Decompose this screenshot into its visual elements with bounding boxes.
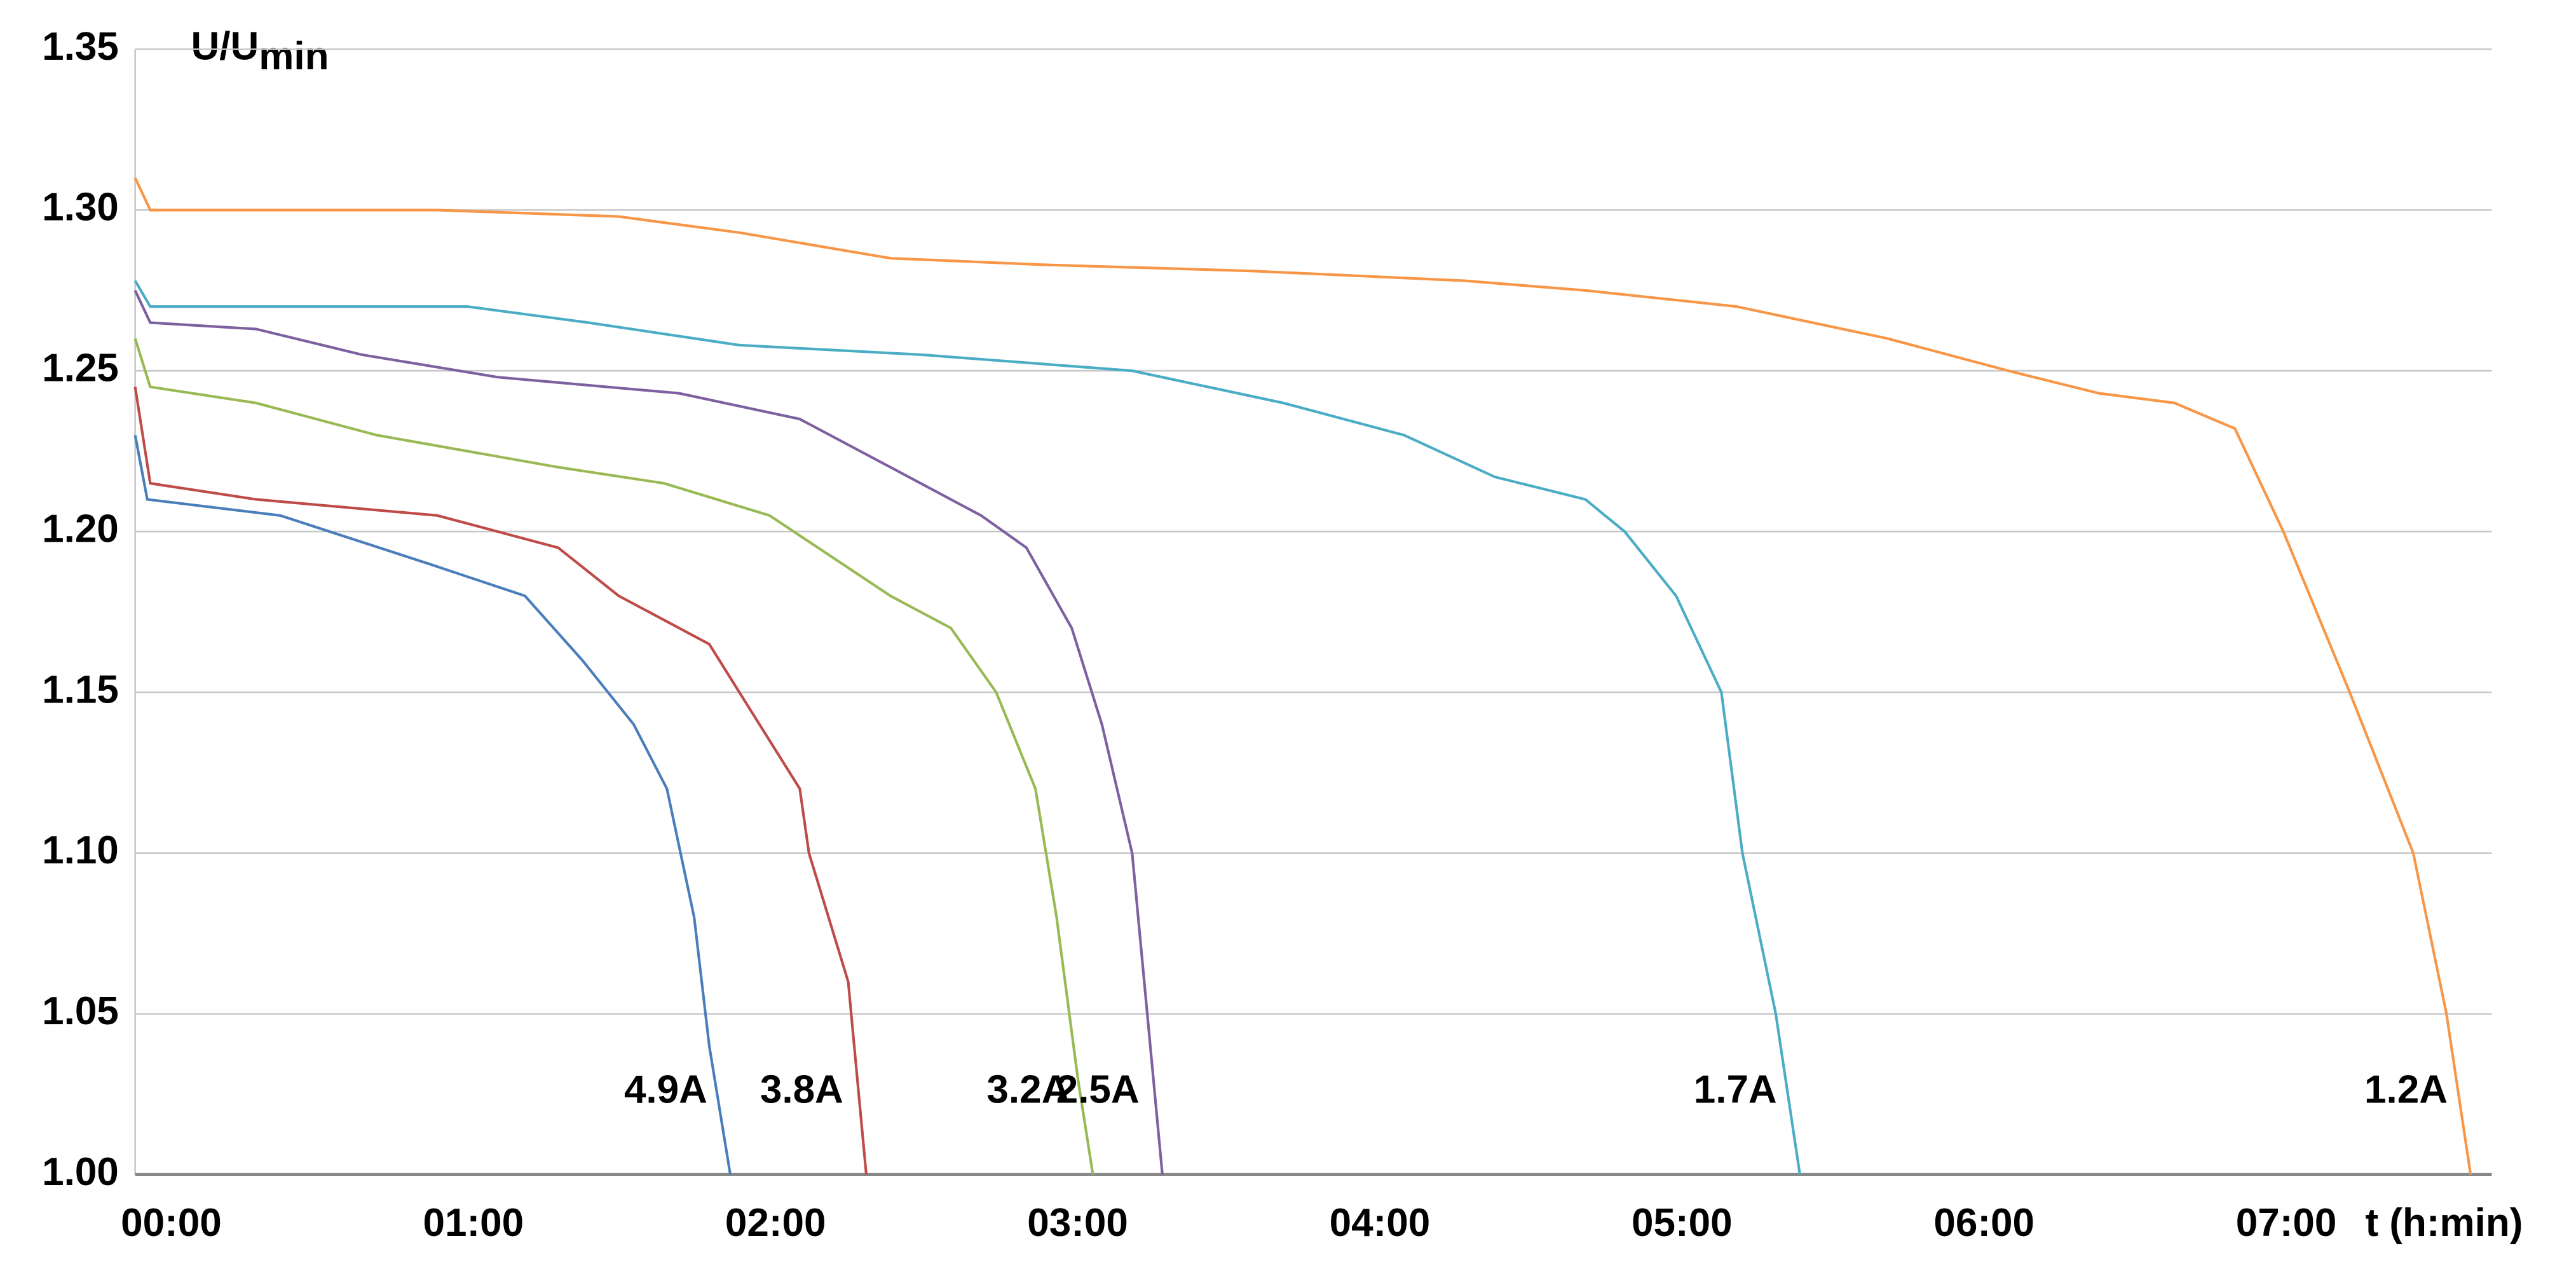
series-label: 3.8A xyxy=(760,1068,843,1112)
series-line xyxy=(133,435,732,1175)
series-line xyxy=(133,177,2472,1175)
series-label: 3.2A xyxy=(986,1068,1070,1112)
y-tick-label: 1.00 xyxy=(42,1150,119,1194)
x-tick-label: 05:00 xyxy=(1632,1201,1733,1245)
y-tick-label: 1.10 xyxy=(42,828,119,872)
y-tick-label: 1.30 xyxy=(42,186,119,230)
series-line xyxy=(133,387,868,1175)
y-axis-label: U/Umin xyxy=(191,25,329,79)
x-tick-label: 00:00 xyxy=(121,1201,222,1245)
x-tick-label: 06:00 xyxy=(1933,1201,2034,1245)
series-line xyxy=(133,289,1164,1175)
series-label: 1.2A xyxy=(2364,1068,2448,1112)
y-tick-label: 1.25 xyxy=(42,346,119,390)
series-line xyxy=(133,338,1094,1175)
y-tick-label: 1.35 xyxy=(42,25,119,69)
series-label: 2.5A xyxy=(1056,1068,1140,1112)
x-axis-label: t (h:min) xyxy=(2366,1201,2523,1245)
x-tick-label: 07:00 xyxy=(2236,1201,2337,1245)
x-tick-label: 03:00 xyxy=(1027,1201,1128,1245)
y-tick-label: 1.05 xyxy=(42,989,119,1033)
y-tick-label: 1.15 xyxy=(42,668,119,711)
y-tick-label: 1.20 xyxy=(42,507,119,551)
series-label: 4.9A xyxy=(624,1068,707,1112)
y-axis-label-sub: min xyxy=(259,34,329,78)
series-line xyxy=(133,280,1801,1175)
x-tick-label: 02:00 xyxy=(725,1201,826,1245)
x-tick-label: 01:00 xyxy=(423,1201,524,1245)
x-tick-label: 04:00 xyxy=(1330,1201,1431,1245)
series-label: 1.7A xyxy=(1694,1068,1777,1112)
y-axis-label-main: U/U xyxy=(191,25,259,69)
